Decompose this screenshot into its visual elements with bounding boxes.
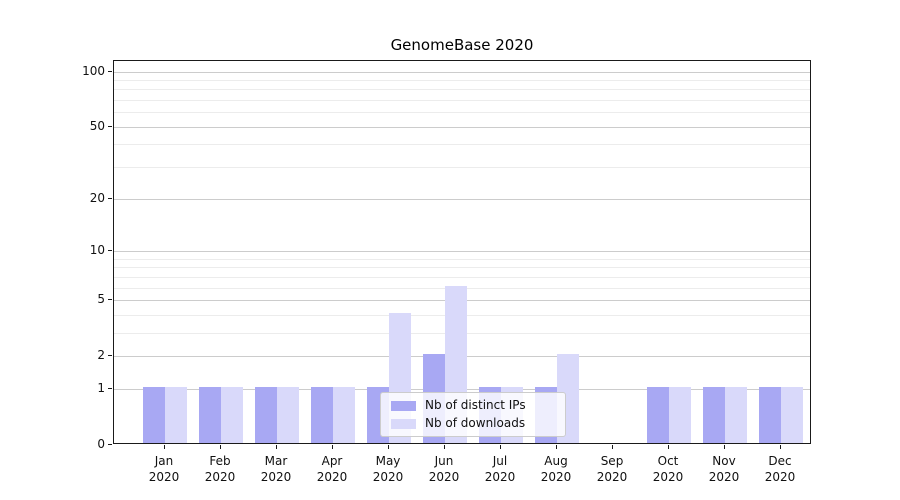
legend-swatch-distinct-ips bbox=[391, 400, 416, 411]
chart-title: GenomeBase 2020 bbox=[390, 36, 534, 54]
gridline-minor bbox=[114, 80, 810, 81]
x-tick-label: Jun 2020 bbox=[428, 454, 460, 484]
bar-distinct-ips bbox=[703, 387, 725, 443]
x-tick-label: Apr 2020 bbox=[316, 454, 348, 484]
y-tick-label: 1 bbox=[97, 381, 105, 395]
gridline-minor bbox=[114, 100, 810, 101]
y-tick-label: 10 bbox=[89, 243, 105, 257]
bar-downloads bbox=[165, 387, 187, 443]
y-tick-label: 20 bbox=[89, 191, 105, 205]
gridline-major bbox=[114, 251, 810, 252]
x-tick-mark bbox=[612, 445, 613, 449]
gridline-minor bbox=[114, 167, 810, 168]
x-tick-label: Dec 2020 bbox=[764, 454, 796, 484]
bar-downloads bbox=[781, 387, 803, 443]
x-tick-label: Sep 2020 bbox=[596, 454, 628, 484]
y-tick-label: 2 bbox=[97, 348, 105, 362]
y-tick-mark bbox=[108, 126, 112, 127]
legend-label-distinct-ips: Nb of distinct IPs bbox=[425, 398, 526, 412]
y-tick-mark bbox=[108, 198, 112, 199]
y-tick-mark bbox=[108, 444, 112, 445]
x-tick-mark bbox=[780, 445, 781, 449]
x-tick-mark bbox=[220, 445, 221, 449]
x-tick-mark bbox=[388, 445, 389, 449]
legend: Nb of distinct IPs Nb of downloads bbox=[380, 392, 566, 437]
x-tick-mark bbox=[724, 445, 725, 449]
bar-distinct-ips bbox=[143, 387, 165, 443]
gridline-minor bbox=[114, 267, 810, 268]
x-tick-label: Aug 2020 bbox=[540, 454, 572, 484]
gridline-major bbox=[114, 72, 810, 73]
bar-downloads bbox=[277, 387, 299, 443]
gridline-minor bbox=[114, 259, 810, 260]
x-tick-label: Feb 2020 bbox=[204, 454, 236, 484]
y-tick-mark bbox=[108, 299, 112, 300]
plot-area: Nb of distinct IPs Nb of downloads bbox=[113, 60, 811, 444]
gridline-major bbox=[114, 127, 810, 128]
y-tick-label: 50 bbox=[89, 119, 105, 133]
bar-downloads bbox=[333, 387, 355, 443]
y-tick-mark bbox=[108, 71, 112, 72]
x-tick-mark bbox=[668, 445, 669, 449]
x-tick-mark bbox=[500, 445, 501, 449]
y-tick-mark bbox=[108, 250, 112, 251]
x-tick-label: Jul 2020 bbox=[484, 454, 516, 484]
x-tick-label: May 2020 bbox=[372, 454, 404, 484]
gridline-minor bbox=[114, 277, 810, 278]
x-tick-mark bbox=[276, 445, 277, 449]
gridline-major bbox=[114, 199, 810, 200]
legend-item-downloads: Nb of downloads bbox=[391, 416, 557, 431]
bar-distinct-ips bbox=[311, 387, 333, 443]
x-tick-label: Jan 2020 bbox=[148, 454, 180, 484]
x-tick-label: Nov 2020 bbox=[708, 454, 740, 484]
x-tick-mark bbox=[444, 445, 445, 449]
x-tick-mark bbox=[164, 445, 165, 449]
bar-downloads bbox=[725, 387, 747, 443]
gridline-minor bbox=[114, 112, 810, 113]
gridline-minor bbox=[114, 144, 810, 145]
y-tick-label: 5 bbox=[97, 292, 105, 306]
bar-distinct-ips bbox=[759, 387, 781, 443]
legend-swatch-downloads bbox=[391, 418, 416, 429]
x-tick-label: Mar 2020 bbox=[260, 454, 292, 484]
y-tick-mark bbox=[108, 388, 112, 389]
gridline-minor bbox=[114, 89, 810, 90]
bar-distinct-ips bbox=[647, 387, 669, 443]
x-tick-mark bbox=[332, 445, 333, 449]
legend-item-distinct-ips: Nb of distinct IPs bbox=[391, 398, 557, 413]
x-tick-mark bbox=[556, 445, 557, 449]
y-tick-mark bbox=[108, 355, 112, 356]
y-tick-label: 0 bbox=[97, 437, 105, 451]
bar-downloads bbox=[669, 387, 691, 443]
y-tick-label: 100 bbox=[82, 64, 105, 78]
legend-label-downloads: Nb of downloads bbox=[425, 416, 526, 430]
bar-distinct-ips bbox=[255, 387, 277, 443]
bar-downloads bbox=[221, 387, 243, 443]
bar-distinct-ips bbox=[199, 387, 221, 443]
x-tick-label: Oct 2020 bbox=[652, 454, 684, 484]
